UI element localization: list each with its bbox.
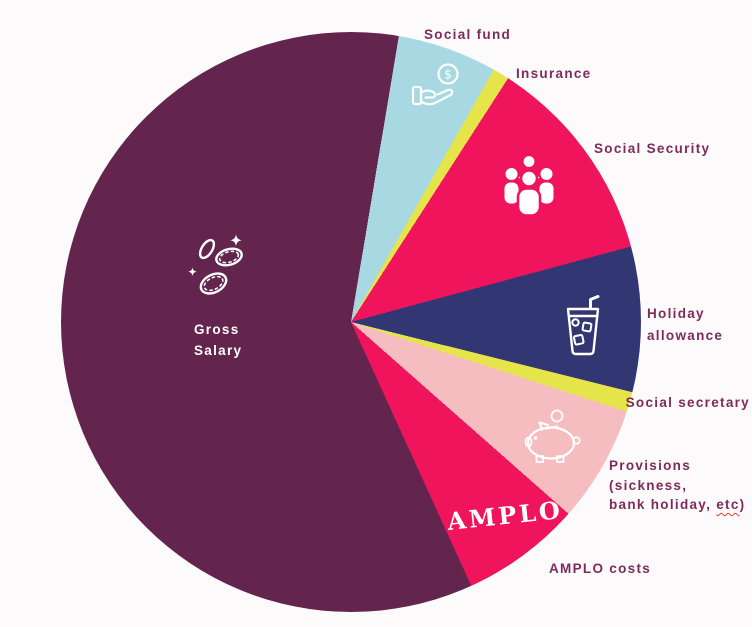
spellcheck-word-etc: etc	[716, 497, 740, 512]
hand-receiving-coin-icon: $	[410, 61, 474, 117]
label-gross-salary: Gross Salary	[194, 319, 242, 361]
label-amplo-costs: AMPLO costs	[549, 561, 652, 576]
piggy-bank-icon	[521, 409, 585, 467]
label-gross-line2: Salary	[194, 343, 243, 358]
pie-chart	[61, 32, 641, 612]
label-holiday-allowance: Holiday allowance	[647, 303, 723, 347]
svg-text:$: $	[444, 68, 452, 82]
label-social-security: Social Security	[594, 141, 711, 156]
label-social-secretary: Social secretary	[625, 395, 750, 410]
label-provisions-line1: Provisions	[609, 458, 692, 473]
label-provisions-line3-close: )	[739, 497, 746, 512]
label-holiday-line1: Holiday	[647, 306, 705, 321]
label-provisions-line3: bank holiday, etc)	[609, 495, 745, 515]
label-gross-line1: Gross	[194, 322, 240, 337]
coins-icon	[186, 232, 250, 304]
label-holiday-line2: allowance	[647, 328, 724, 343]
label-provisions-line3-pre: bank holiday,	[609, 497, 717, 512]
drink-glass-icon	[560, 292, 606, 358]
label-insurance: Insurance	[516, 66, 592, 81]
label-social-fund: Social fund	[424, 27, 512, 42]
label-provisions-line2: (sickness,	[609, 477, 688, 493]
label-provisions: Provisions (sickness, bank holiday, etc)	[609, 456, 745, 515]
people-group-icon	[502, 154, 556, 216]
